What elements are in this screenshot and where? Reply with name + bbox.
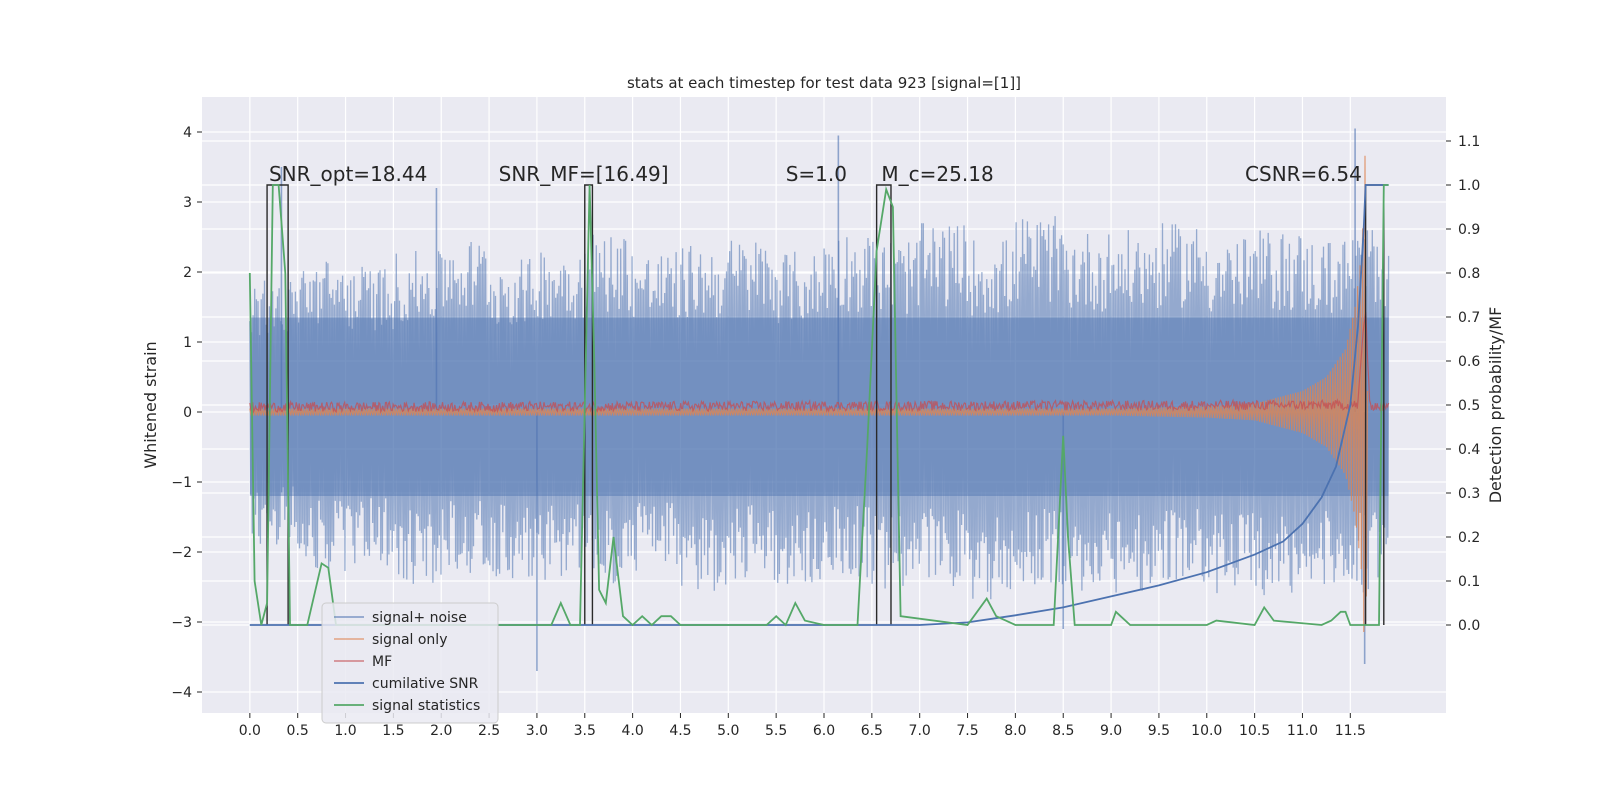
ticks: 0.0 0.5 1.0 1.5 2.0 2.5 3.0 3.5 4.0 4.5 5.0 5.5 6.0 6…	[171, 125, 1480, 739]
legend-label: cumilative SNR	[372, 676, 479, 692]
x-tick-label: 0.5	[287, 723, 309, 739]
x-tick-label: 3.0	[526, 723, 548, 739]
x-tick-label: 0.0	[239, 723, 261, 739]
x-tick-label: 10.5	[1239, 723, 1270, 739]
signal-noise-line	[249, 216, 1390, 600]
y2-tick-label: 0.2	[1458, 530, 1480, 546]
y2-tick-label: 0.0	[1458, 618, 1480, 634]
legend-label: signal only	[372, 632, 447, 648]
x-tick-label: 5.0	[717, 723, 739, 739]
annotations: SNR_opt=18.44 SNR_MF=[16.49] S=1.0 M_c=25.1…	[269, 162, 1362, 186]
y-tick-label: 3	[183, 195, 192, 211]
y2-tick-label: 1.0	[1458, 178, 1480, 194]
y-axis-label: Whitened strain	[141, 341, 160, 468]
legend-label: signal statistics	[372, 698, 480, 714]
x-tick-label: 2.5	[478, 723, 500, 739]
x-tick-label: 1.5	[382, 723, 404, 739]
x-tick-label: 4.0	[621, 723, 643, 739]
y2-axis-label: Detection probability/MF	[1486, 307, 1505, 504]
x-tick-label: 9.0	[1100, 723, 1122, 739]
y-tick-label: −4	[171, 685, 192, 701]
y2-tick-label: 0.6	[1458, 354, 1480, 370]
x-tick-label: 2.0	[430, 723, 452, 739]
legend-box	[321, 602, 499, 724]
y2-tick-label: 0.5	[1458, 398, 1480, 414]
x-tick-label: 6.0	[813, 723, 835, 739]
y2-tick-label: 0.9	[1458, 222, 1480, 238]
x-tick-label: 4.5	[669, 723, 691, 739]
annotation-text: SNR_opt=18.44	[269, 162, 427, 186]
legend-label: signal+ noise	[372, 610, 467, 626]
x-tick-label: 11.0	[1287, 723, 1318, 739]
x-tick-label: 7.0	[909, 723, 931, 739]
x-tick-label: 7.5	[956, 723, 978, 739]
y2-tick-label: 0.8	[1458, 266, 1480, 282]
y2-tick-label: 0.1	[1458, 574, 1480, 590]
y-tick-label: 4	[183, 125, 192, 141]
annotation-text: M_c=25.18	[881, 162, 993, 186]
y-tick-label: −3	[171, 615, 192, 631]
y2-tick-label: 0.4	[1458, 442, 1480, 458]
detection-window	[875, 184, 892, 625]
x-tick-label: 11.5	[1335, 723, 1366, 739]
mf-line	[249, 311, 1390, 414]
x-tick-label: 5.5	[765, 723, 787, 739]
annotation-text: S=1.0	[786, 162, 847, 186]
legend-label: MF	[372, 654, 392, 670]
y2-tick-label: 0.7	[1458, 310, 1480, 326]
x-tick-label: 3.5	[574, 723, 596, 739]
x-tick-label: 9.5	[1148, 723, 1170, 739]
y-tick-label: 0	[183, 405, 192, 421]
series-layer	[248, 128, 1390, 671]
y2-tick-label: 0.3	[1458, 486, 1480, 502]
y-tick-label: −1	[171, 475, 192, 491]
x-tick-label: 8.0	[1004, 723, 1026, 739]
x-tick-label: 8.5	[1052, 723, 1074, 739]
y2-tick-label: 1.1	[1458, 134, 1480, 150]
y-tick-label: 2	[183, 265, 192, 281]
chart-title: stats at each timestep for test data 923…	[627, 74, 1021, 92]
y-tick-label: −2	[171, 545, 192, 561]
annotation-text: CSNR=6.54	[1245, 162, 1362, 186]
x-tick-label: 1.0	[334, 723, 356, 739]
cumulative-snr-line	[249, 184, 1389, 626]
y-tick-label: 1	[183, 335, 192, 351]
x-tick-label: 6.5	[861, 723, 883, 739]
legend: signal+ noise signal only MF cumilative SNR…	[321, 602, 499, 724]
annotation-text: SNR_MF=[16.49]	[499, 162, 669, 186]
x-tick-label: 10.0	[1191, 723, 1222, 739]
